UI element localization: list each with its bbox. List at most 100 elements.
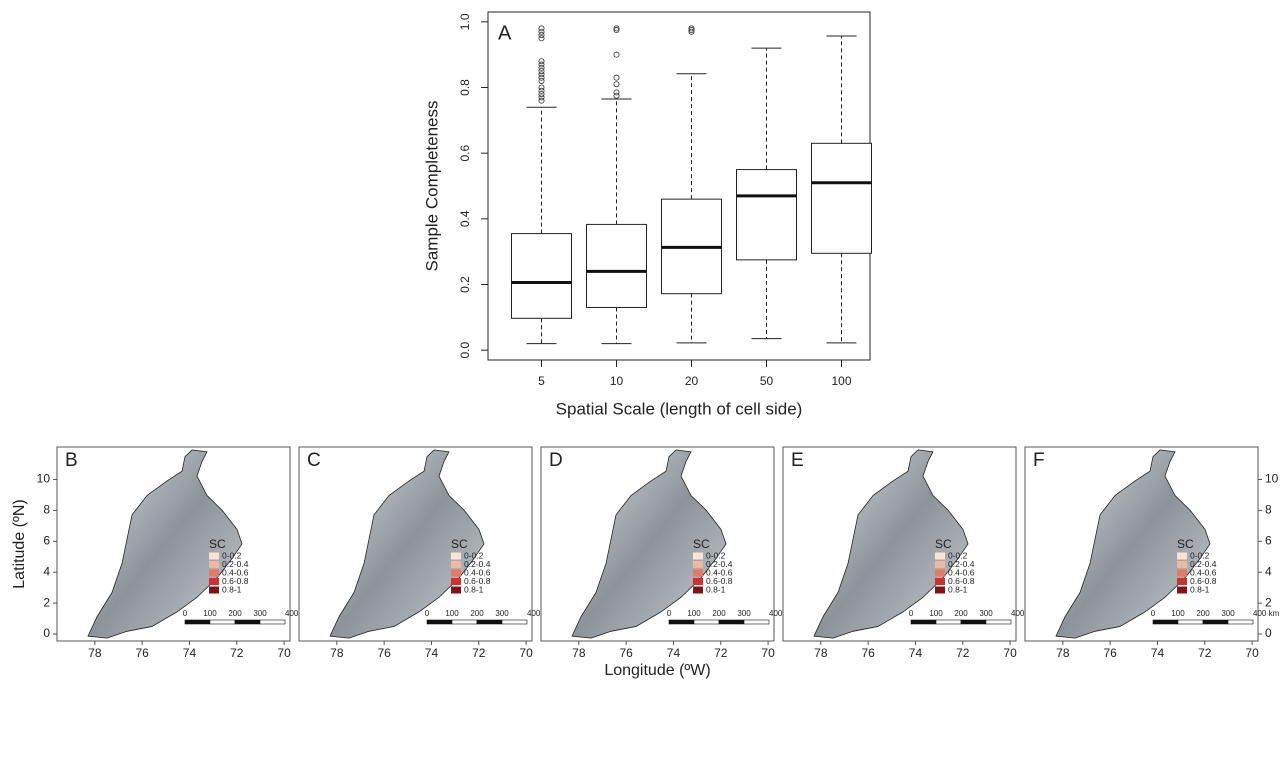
legend-title: SC [451,537,468,551]
x-tick-label: 78 [1056,646,1070,660]
x-tick-label: 72 [1198,646,1212,660]
outlier [614,75,619,80]
x-tick-label: 78 [814,646,828,660]
box [512,234,572,319]
legend-swatch [935,561,945,568]
scale-label: 0 [425,609,430,618]
legend-label: 0.8-1 [1190,584,1210,594]
x-tick-label: 70 [1245,646,1259,660]
legend-swatch [451,587,461,594]
scale-segment [260,620,285,624]
x-axis-label: Spatial Scale (length of cell side) [556,399,803,418]
y-tick-label: 0.6 [458,145,472,162]
scale-label: 0 [1151,609,1156,618]
x-tick-label: 74 [425,646,439,660]
y-tick-label: 8 [43,503,50,517]
y-tick-label: 0.0 [458,341,472,358]
x-tick-label: 76 [861,646,875,660]
x-tick-label: 72 [230,646,244,660]
legend-swatch [1177,570,1187,577]
legend-swatch [935,570,945,577]
scale-label: 100 [1171,609,1185,618]
scale-segment [477,620,502,624]
scale-label: 100 [203,609,217,618]
legend-label: 0.8-1 [948,584,968,594]
legend-swatch [451,578,461,585]
x-tick-label: 76 [135,646,149,660]
legend-swatch [209,587,219,594]
y-tick-label: 4 [1265,564,1272,578]
x-tick-label: 72 [956,646,970,660]
scale-segment [1178,620,1203,624]
x-tick-label: 20 [685,374,699,388]
legend-label: 0.8-1 [222,584,242,594]
legend-swatch [935,587,945,594]
box [812,143,872,253]
x-tick-label: 70 [277,646,291,660]
x-tick-label: 70 [1003,646,1017,660]
legend-swatch [209,578,219,585]
y-tick-label: 2 [43,595,50,609]
scale-label: 300 [979,609,993,618]
outlier [539,26,544,31]
outlier [614,90,619,95]
scale-label: 200 [954,609,968,618]
x-tick-label: 74 [667,646,681,660]
scale-segment [210,620,235,624]
x-tick-label: 70 [761,646,775,660]
scale-segment [185,620,210,624]
legend-swatch [451,553,461,560]
x-tick-label: 50 [760,374,774,388]
outlier [539,85,544,90]
outlier [614,52,619,57]
legend-swatch [1177,587,1187,594]
legend-swatch [451,570,461,577]
legend-title: SC [693,537,710,551]
y-tick-label: 2 [1265,595,1272,609]
scale-label: 100 [929,609,943,618]
x-tick-label: 72 [714,646,728,660]
scale-label: 200 [712,609,726,618]
scale-label: 100 [687,609,701,618]
panel-label: F [1033,450,1045,471]
y-tick-label: 10 [37,472,51,486]
legend-swatch [693,553,703,560]
scale-segment [1203,620,1228,624]
scale-label: 200 [228,609,242,618]
y-axis-label: Latitude (ºN) [11,499,28,588]
legend-swatch [1177,561,1187,568]
panel-label: C [307,450,321,471]
legend-swatch [693,561,703,568]
scale-segment [694,620,719,624]
legend-swatch [693,570,703,577]
scale-segment [427,620,452,624]
x-tick-label: 10 [610,374,624,388]
x-tick-label: 74 [183,646,197,660]
y-tick-label: 10 [1265,472,1279,486]
scale-segment [719,620,744,624]
y-tick-label: 0.4 [458,210,472,227]
scale-label: 100 [445,609,459,618]
box [587,224,647,307]
panel-label: E [791,450,804,471]
x-tick-label: 100 [831,374,851,388]
panel-label: B [65,450,78,471]
scale-label: 200 [1196,609,1210,618]
scale-label: 0 [667,609,672,618]
y-tick-label: 4 [43,564,50,578]
y-tick-label: 1.0 [458,13,472,30]
y-tick-label: 0 [43,626,50,640]
scale-label: 300 [253,609,267,618]
legend-swatch [1177,553,1187,560]
outlier [539,59,544,64]
legend-swatch [693,578,703,585]
scale-segment [936,620,961,624]
x-tick-label: 5 [538,374,545,388]
scale-segment [669,620,694,624]
legend-swatch [209,561,219,568]
legend-swatch [209,553,219,560]
scale-label: 300 [1221,609,1235,618]
panel-label: A [498,22,512,44]
x-tick-label: 76 [619,646,633,660]
y-tick-label: 0 [1265,626,1272,640]
